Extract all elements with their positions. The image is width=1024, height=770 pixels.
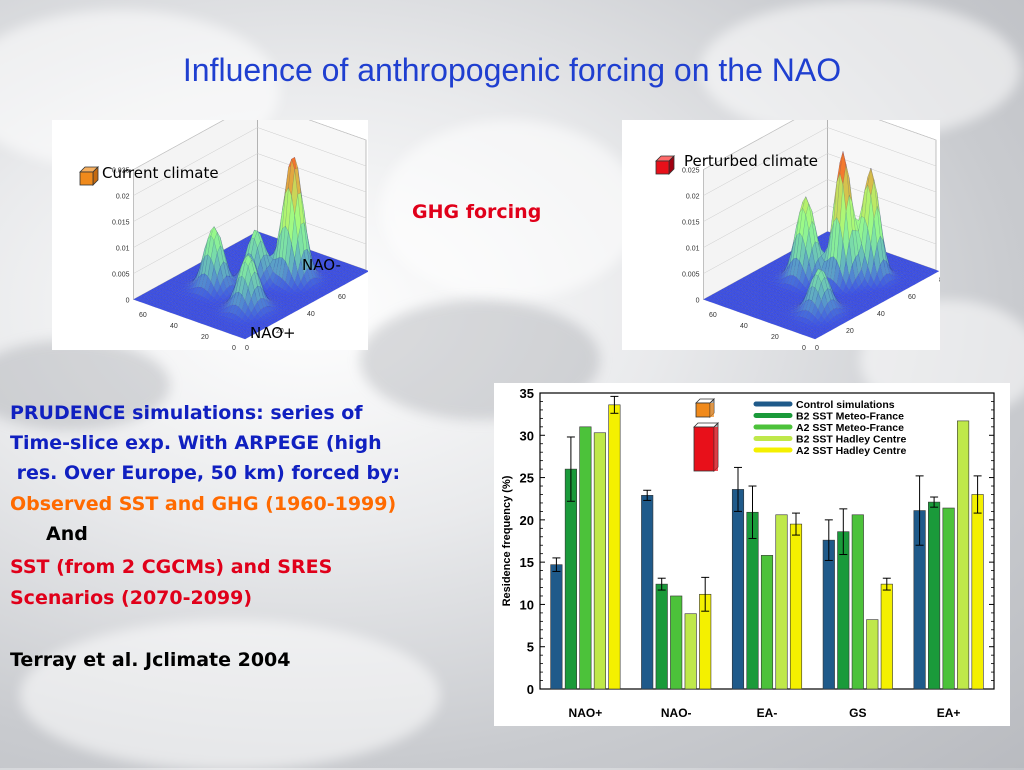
surface-plot-current: 0.0250.020.0150.010.00500204060800204060… xyxy=(52,120,368,350)
x-tick-label: 0 xyxy=(245,345,249,350)
bar xyxy=(732,489,744,689)
text-line-3: res. Over Europe, 50 km) forced by: xyxy=(10,462,400,484)
bar xyxy=(565,469,577,689)
z-tick-label: 0.015 xyxy=(112,220,130,227)
y-tick-label: 20 xyxy=(201,334,209,341)
slide-title: Influence of anthropogenic forcing on th… xyxy=(0,52,1024,89)
z-tick-label: 0.01 xyxy=(116,246,130,253)
z-tick-label: 0.01 xyxy=(686,246,700,253)
text-line-2: Time-slice exp. With ARPEGE (high xyxy=(10,432,382,454)
ghg-forcing-label: GHG forcing xyxy=(412,201,541,223)
legend-entry: Control simulations xyxy=(796,399,895,411)
bar xyxy=(867,620,879,689)
legend-orange-cube-icon xyxy=(696,399,714,417)
bar xyxy=(670,596,682,689)
x-tick-label: 60 xyxy=(908,294,916,301)
red-cube-icon xyxy=(654,154,676,176)
text-line-6: SST (from 2 CGCMs) and SRES xyxy=(10,556,332,578)
y-tick-label: 25 xyxy=(520,471,534,486)
y-tick-label: 40 xyxy=(170,323,178,330)
text-line-7: Scenarios (2070-2099) xyxy=(10,587,252,609)
z-tick-label: 0.02 xyxy=(686,194,700,201)
text-line-1: PRUDENCE simulations: series of xyxy=(10,402,363,424)
z-tick-label: 0.02 xyxy=(116,194,130,201)
bar xyxy=(790,524,802,689)
y-axis-label: Residence frequency (%) xyxy=(501,475,513,606)
bar xyxy=(656,584,668,689)
bar xyxy=(776,515,788,689)
x-tick-label: NAO+ xyxy=(569,706,603,720)
y-tick-label: 0 xyxy=(232,345,236,350)
orange-cube-icon xyxy=(78,165,100,187)
bar-chart-panel: 0 5 10 15 20 25 30 35 Residence frequency (%) NAO… xyxy=(494,383,1010,726)
citation: Terray et al. Jclimate 2004 xyxy=(10,649,291,671)
text-line-4: Observed SST and GHG (1960-1999) xyxy=(10,493,396,515)
cube-front xyxy=(696,403,710,417)
bar xyxy=(823,540,835,689)
y-tick-label: 15 xyxy=(520,555,534,570)
z-tick-label: 0 xyxy=(696,298,700,305)
bar xyxy=(551,565,563,689)
x-tick-label: 40 xyxy=(877,311,885,318)
y-tick-label: 30 xyxy=(520,428,534,443)
z-tick-label: 0.005 xyxy=(682,272,700,279)
bar xyxy=(685,614,697,689)
legend-entry: B2 SST Meteo-France xyxy=(796,411,904,423)
bar xyxy=(838,532,850,689)
bar xyxy=(609,405,621,689)
bar xyxy=(881,584,893,689)
legend-entry: B2 SST Hadley Centre xyxy=(796,434,906,446)
y-tick-label: 60 xyxy=(709,312,717,319)
surface-legend-perturbed: Perturbed climate xyxy=(684,152,818,170)
bar xyxy=(972,494,984,689)
x-tick-label: 20 xyxy=(846,328,854,335)
bar-chart: 0 5 10 15 20 25 30 35 Residence frequency (%) NAO… xyxy=(494,383,1010,726)
surface-legend-current: Current climate xyxy=(102,164,219,182)
y-tick-label: 5 xyxy=(527,640,534,655)
x-tick-label: EA+ xyxy=(937,706,961,720)
x-tick-label: 40 xyxy=(307,311,315,318)
bar xyxy=(852,515,864,689)
z-tick-label: 0.005 xyxy=(112,272,130,279)
bar xyxy=(943,508,955,689)
x-tick-label: GS xyxy=(849,706,866,720)
bar xyxy=(580,427,592,689)
y-tick-label: 0 xyxy=(802,345,806,350)
legend-entry: A2 SST Hadley Centre xyxy=(796,445,906,457)
x-tick-label: 0 xyxy=(815,345,819,350)
text-line-5: And xyxy=(46,523,88,545)
x-tick-label: 60 xyxy=(338,294,346,301)
y-tick-label: 0 xyxy=(527,682,534,697)
nao-plus-label: NAO+ xyxy=(250,324,296,342)
nao-minus-label: NAO- xyxy=(302,256,341,274)
y-tick-label: 20 xyxy=(771,334,779,341)
x-tick-label: EA- xyxy=(757,706,778,720)
z-tick-label: 0 xyxy=(126,298,130,305)
bar xyxy=(641,495,653,689)
y-tick-label: 60 xyxy=(139,312,147,319)
cube-front xyxy=(694,427,714,471)
y-tick-label: 10 xyxy=(520,597,534,612)
legend-red-cube-icon xyxy=(694,423,718,471)
surface-plot-perturbed: 0.0250.020.0150.010.00500204060800204060… xyxy=(622,120,940,350)
bar xyxy=(594,433,606,689)
bar xyxy=(957,421,969,689)
y-tick-label: 35 xyxy=(520,386,534,401)
z-tick-label: 0.015 xyxy=(682,220,700,227)
cube-side-fill xyxy=(710,403,714,417)
bar xyxy=(761,555,773,689)
y-tick-label: 40 xyxy=(740,323,748,330)
bar xyxy=(928,502,940,689)
x-tick-label: 80 xyxy=(939,277,940,284)
cube-side-fill xyxy=(714,427,718,471)
x-tick-label: NAO- xyxy=(661,706,692,720)
legend-entry: A2 SST Meteo-France xyxy=(796,422,904,434)
y-tick-label: 20 xyxy=(520,513,534,528)
